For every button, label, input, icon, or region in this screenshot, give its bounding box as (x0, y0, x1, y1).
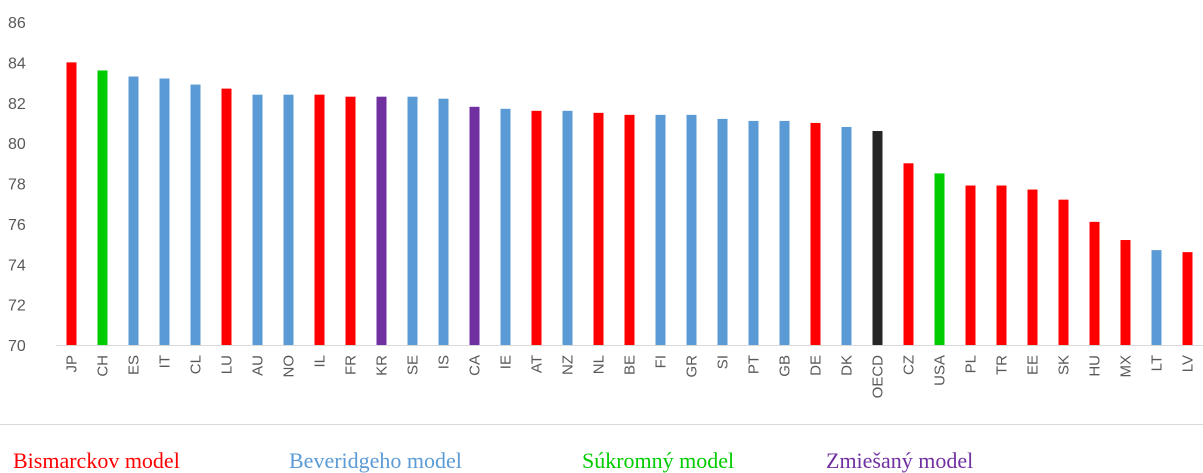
bar-cl (191, 85, 201, 345)
bar-ch (98, 70, 108, 345)
bar-dk (842, 127, 852, 345)
bar-no (284, 95, 294, 345)
bar-lu (222, 89, 232, 345)
x-tick-label: BE (622, 355, 639, 375)
x-tick-label: KR (374, 355, 391, 376)
x-tick-label: CH (95, 355, 112, 377)
y-tick-label: 72 (8, 298, 26, 315)
x-tick-label: DK (839, 355, 856, 376)
bar-au (253, 95, 263, 345)
y-tick-label: 74 (8, 257, 26, 274)
bar-sk (1059, 200, 1069, 345)
x-tick-label: CA (467, 355, 484, 376)
bar-es (129, 77, 139, 345)
bar-ee (1028, 190, 1038, 345)
x-tick-label: IT (157, 355, 174, 368)
bar-is (439, 99, 449, 345)
bar-nz (563, 111, 573, 345)
x-tick-label: GR (684, 355, 701, 378)
x-tick-label: HU (1087, 355, 1104, 377)
x-tick-label: CL (188, 355, 205, 374)
x-tick-label: FR (343, 355, 360, 375)
x-tick-label: SI (715, 355, 732, 369)
bar-kr (377, 97, 387, 345)
legend-item-beveridge: Beveridgeho model (289, 448, 462, 473)
bar-pt (749, 121, 759, 345)
bar-hu (1090, 222, 1100, 345)
y-tick-label: 80 (8, 136, 26, 153)
bar-se (408, 97, 418, 345)
x-tick-label: NZ (560, 355, 577, 375)
legend-item-mixed: Zmiešaný model (826, 448, 973, 473)
bar-lv (1183, 252, 1193, 345)
x-tick-label: IL (312, 355, 329, 368)
bar-nl (594, 113, 604, 345)
legend-item-private: Súkromný model (582, 448, 734, 473)
x-tick-label: LT (1149, 355, 1166, 371)
x-tick-label: PT (746, 355, 763, 374)
x-tick-label: AT (529, 355, 546, 373)
bar-mx (1121, 240, 1131, 345)
bar-ca (470, 107, 480, 345)
x-tick-label: JP (64, 355, 81, 373)
bar-gb (780, 121, 790, 345)
x-axis-ticks: JP CH ES IT CL LU AU NO IL FR KR SE IS CA IE AT NZ NL BE FI… (64, 355, 1197, 399)
x-tick-label: SK (1056, 355, 1073, 375)
x-tick-label: AU (250, 355, 267, 376)
x-tick-label: NL (591, 355, 608, 374)
x-tick-label: TR (994, 355, 1011, 375)
x-tick-label: CZ (901, 355, 918, 375)
y-tick-label: 82 (8, 96, 26, 113)
x-tick-label: ES (126, 355, 143, 375)
y-axis-ticks: 70 72 74 76 78 80 82 84 86 (8, 15, 26, 355)
y-tick-label: 70 (8, 338, 26, 355)
bar-fr (346, 97, 356, 345)
bar-at (532, 111, 542, 345)
x-tick-label: LU (219, 355, 236, 374)
x-tick-label: EE (1025, 355, 1042, 375)
x-tick-label: OECD (870, 355, 887, 399)
y-tick-label: 78 (8, 177, 26, 194)
y-tick-label: 86 (8, 15, 26, 32)
bar-si (718, 119, 728, 345)
legend: Bismarckov model Beveridgeho model Súkromn… (13, 448, 973, 473)
x-tick-label: USA (932, 355, 949, 386)
x-tick-label: LV (1180, 355, 1197, 372)
bar-ie (501, 109, 511, 345)
x-tick-label: SE (405, 355, 422, 375)
x-tick-label: IS (436, 355, 453, 369)
bar-jp (67, 62, 77, 345)
y-tick-label: 76 (8, 217, 26, 234)
bar-oecd (873, 131, 883, 345)
bar-gr (687, 115, 697, 345)
bar-be (625, 115, 635, 345)
bar-it (160, 79, 170, 345)
x-tick-label: PL (963, 355, 980, 373)
bar-tr (997, 186, 1007, 345)
x-tick-label: FI (653, 355, 670, 368)
bar-cz (904, 163, 914, 345)
bar-fi (656, 115, 666, 345)
x-tick-label: GB (777, 355, 794, 377)
x-tick-label: IE (498, 355, 515, 369)
x-tick-label: NO (281, 355, 298, 378)
bar-usa (935, 173, 945, 345)
y-tick-label: 84 (8, 55, 26, 72)
bar-pl (966, 186, 976, 345)
x-tick-label: MX (1118, 355, 1135, 378)
bar-de (811, 123, 821, 345)
bar-il (315, 95, 325, 345)
x-tick-label: DE (808, 355, 825, 376)
bars (67, 62, 1193, 345)
bar-lt (1152, 250, 1162, 345)
legend-item-bismarck: Bismarckov model (13, 448, 180, 473)
